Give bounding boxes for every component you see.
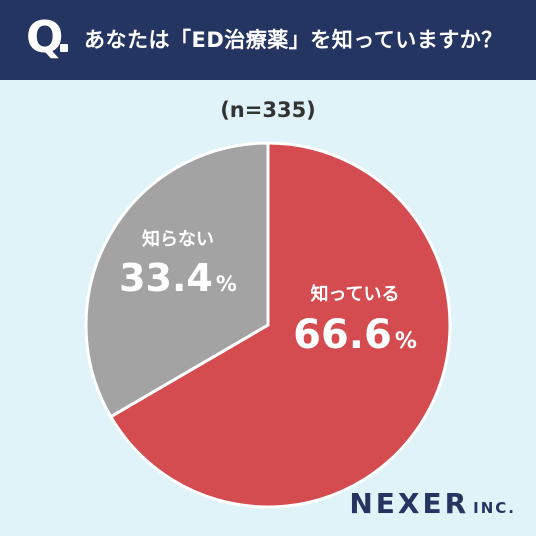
q-dot (60, 44, 68, 52)
q-mark: Q (26, 12, 64, 63)
slice-label-dont-know: 知らない (142, 228, 214, 250)
brand-name: NEXER (349, 487, 470, 520)
slice-label-know: 知っている (310, 283, 399, 305)
question-header: Q あなたは「ED治療薬」を知っていますか？ (0, 0, 536, 80)
brand-logo: NEXER INC. (349, 487, 516, 520)
slice-value-dont-know: 33.4% (119, 256, 237, 300)
pie-slice-dont-know (84, 141, 270, 419)
slice-value-know: 66.6% (293, 312, 417, 358)
brand-suffix: INC. (473, 499, 516, 517)
pie-slice-know (108, 141, 452, 509)
question-text: あなたは「ED治療薬」を知っていますか？ (84, 28, 503, 52)
sample-size: (n=335) (220, 98, 316, 122)
